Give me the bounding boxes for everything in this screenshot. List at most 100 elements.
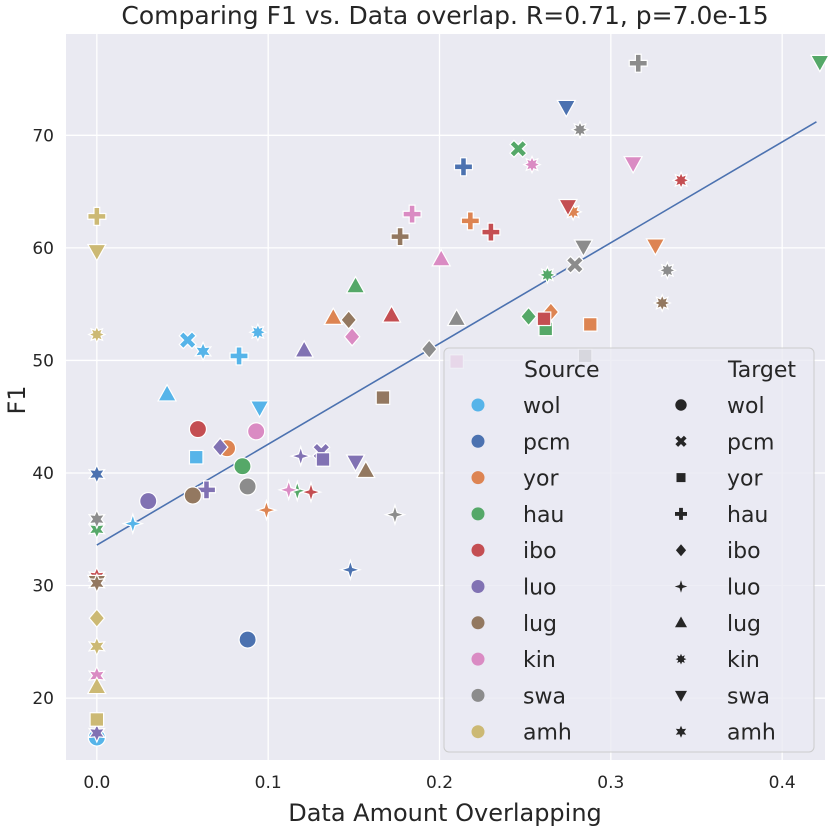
- legend-source-marker: [471, 580, 485, 593]
- data-point: [248, 322, 268, 342]
- data-point: [188, 419, 208, 439]
- y-tick-label: 50: [32, 351, 54, 371]
- x-tick-label: 0.3: [597, 773, 624, 793]
- data-point: [446, 308, 467, 327]
- data-point: [383, 503, 407, 527]
- data-point: [420, 339, 438, 360]
- legend-target-marker: [675, 507, 687, 520]
- legend-target-label: swa: [727, 684, 770, 709]
- data-point: [375, 390, 391, 405]
- legend-source-marker: [471, 688, 485, 702]
- legend-target-marker: [674, 580, 688, 593]
- data-point: [809, 54, 830, 73]
- data-point: [294, 339, 315, 358]
- data-point: [345, 275, 366, 294]
- data-point: [86, 243, 107, 262]
- grid-lines: [66, 34, 825, 760]
- legend-source-marker: [471, 543, 485, 557]
- legend-target-label: luo: [727, 576, 761, 601]
- data-point: [345, 454, 366, 473]
- data-point: [87, 572, 106, 594]
- data-point: [556, 99, 577, 118]
- legend-target-label: amh: [727, 721, 776, 746]
- legend-target-marker: [675, 725, 687, 738]
- y-tick-label: 40: [32, 464, 54, 484]
- data-point: [87, 324, 107, 345]
- data-point: [193, 340, 213, 362]
- data-point: [178, 330, 197, 350]
- data-point: [657, 260, 677, 280]
- data-point: [520, 306, 538, 327]
- legend-source-label: hau: [523, 503, 564, 528]
- legend-source-marker: [471, 398, 485, 412]
- data-point: [277, 478, 301, 502]
- chart-title: Comparing F1 vs. Data overlap. R=0.71, p…: [121, 1, 768, 30]
- legend-source-title: Source: [524, 358, 600, 383]
- data-point: [289, 444, 313, 468]
- data-point: [338, 558, 362, 582]
- data-point: [86, 676, 107, 695]
- legend-source-label: kin: [523, 648, 556, 673]
- data-point: [390, 227, 410, 247]
- data-point: [453, 157, 474, 177]
- data-point: [315, 452, 331, 467]
- legend-target-marker: [676, 473, 686, 483]
- data-point: [460, 211, 480, 231]
- data-point: [121, 512, 145, 536]
- data-point: [87, 508, 106, 530]
- y-tick-label: 30: [32, 577, 54, 597]
- data-point: [570, 120, 590, 140]
- y-tick-label: 60: [32, 239, 54, 259]
- x-tick-label: 0.4: [769, 773, 796, 793]
- data-point: [536, 311, 552, 327]
- legend-target-label: ibo: [727, 539, 761, 564]
- legend-source-label: lug: [523, 612, 557, 637]
- data-point: [557, 198, 579, 217]
- legend-source-label: pcm: [523, 430, 571, 455]
- data-point: [196, 480, 217, 500]
- data-point: [323, 306, 344, 325]
- data-point: [402, 204, 422, 224]
- legend-source-marker: [471, 434, 485, 448]
- data-point: [623, 156, 644, 175]
- data-point: [229, 346, 249, 366]
- legend-target-label: yor: [727, 467, 763, 492]
- data-point: [652, 293, 672, 313]
- y-tick-label: 20: [32, 689, 54, 709]
- legend-box: [443, 347, 815, 753]
- legend-target-label: wol: [727, 394, 765, 419]
- x-tick-label: 0.2: [426, 773, 453, 793]
- legend-source-marker: [471, 652, 485, 666]
- y-axis-label: F1: [3, 385, 31, 414]
- legend-source-label: amh: [523, 721, 572, 746]
- data-point: [139, 491, 158, 511]
- y-tick-label: 70: [32, 126, 54, 146]
- data-point: [573, 239, 594, 258]
- data-point: [628, 53, 648, 73]
- data-point: [247, 422, 266, 441]
- x-tick-label: 0.0: [83, 773, 110, 793]
- legend-items: wol pcm yor hau ibo luo lug kin swa amh wol pcm yor h…: [471, 394, 776, 746]
- x-tick-labels: 0.0 0.1 0.2 0.3 0.4: [83, 773, 795, 793]
- regression-line: [96, 121, 817, 546]
- legend-target-title: Target: [727, 358, 796, 383]
- data-point: [233, 457, 252, 476]
- legend-source-label: luo: [523, 576, 557, 601]
- data-point: [522, 154, 542, 175]
- regression-line-group: [96, 121, 817, 546]
- data-point: [481, 222, 501, 242]
- data-point: [254, 498, 278, 522]
- x-tick-label: 0.1: [255, 773, 282, 793]
- legend-target-marker: [675, 399, 687, 411]
- legend-target-label: kin: [727, 648, 760, 673]
- data-point: [238, 477, 257, 496]
- legend-source-marker: [471, 616, 485, 630]
- data-point: [343, 326, 361, 347]
- data-point: [87, 463, 106, 485]
- data-point: [87, 206, 107, 226]
- legend-target-label: lug: [727, 612, 761, 637]
- y-tick-labels: 20 30 40 50 60 70: [32, 126, 54, 709]
- legend-target-marker: [675, 544, 687, 557]
- data-point: [645, 238, 666, 257]
